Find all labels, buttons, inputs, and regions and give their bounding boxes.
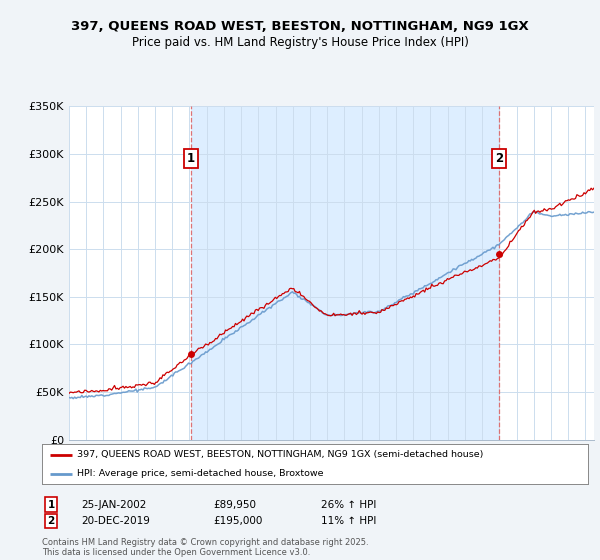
Text: HPI: Average price, semi-detached house, Broxtowe: HPI: Average price, semi-detached house,… — [77, 469, 324, 478]
Text: 2: 2 — [495, 152, 503, 165]
Text: Price paid vs. HM Land Registry's House Price Index (HPI): Price paid vs. HM Land Registry's House … — [131, 36, 469, 49]
Text: 1: 1 — [47, 500, 55, 510]
Bar — [191, 106, 499, 440]
Text: 11% ↑ HPI: 11% ↑ HPI — [321, 516, 376, 526]
Text: 25-JAN-2002: 25-JAN-2002 — [81, 500, 146, 510]
Text: £195,000: £195,000 — [213, 516, 262, 526]
Text: 26% ↑ HPI: 26% ↑ HPI — [321, 500, 376, 510]
Text: Contains HM Land Registry data © Crown copyright and database right 2025.
This d: Contains HM Land Registry data © Crown c… — [42, 538, 368, 557]
Text: 20-DEC-2019: 20-DEC-2019 — [81, 516, 150, 526]
Text: £89,950: £89,950 — [213, 500, 256, 510]
Text: 397, QUEENS ROAD WEST, BEESTON, NOTTINGHAM, NG9 1GX (semi-detached house): 397, QUEENS ROAD WEST, BEESTON, NOTTINGH… — [77, 450, 484, 459]
Text: 1: 1 — [187, 152, 195, 165]
Text: 397, QUEENS ROAD WEST, BEESTON, NOTTINGHAM, NG9 1GX: 397, QUEENS ROAD WEST, BEESTON, NOTTINGH… — [71, 20, 529, 32]
Text: 2: 2 — [47, 516, 55, 526]
